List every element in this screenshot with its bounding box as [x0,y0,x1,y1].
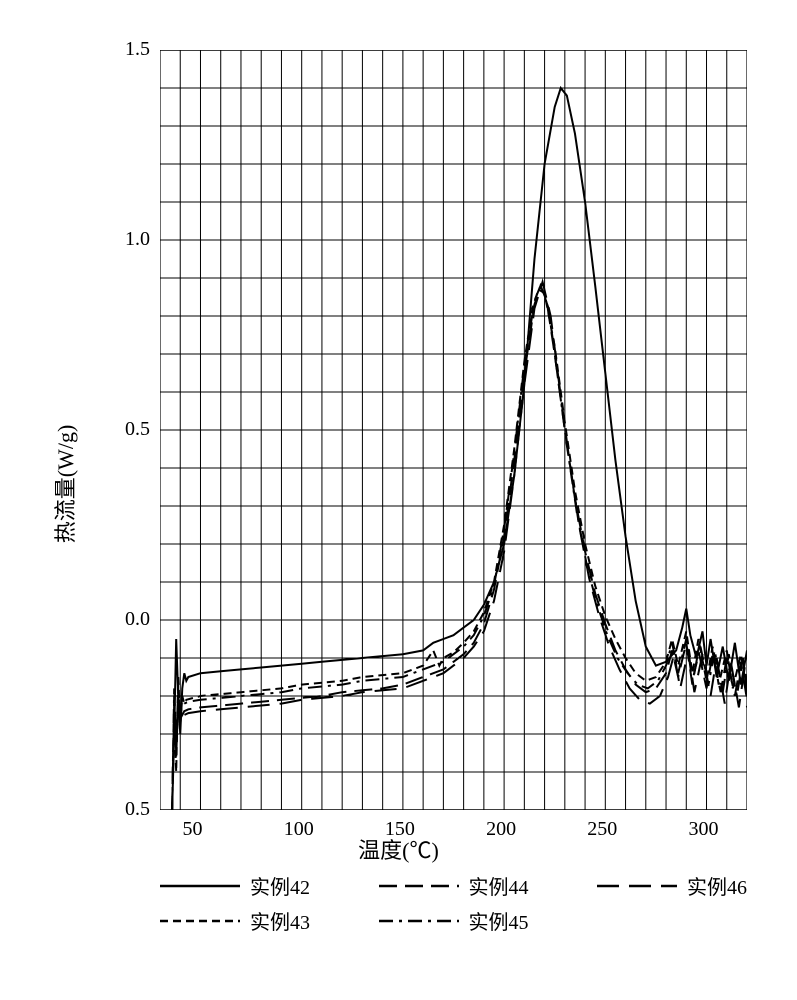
series-line-ex43 [172,289,747,810]
legend-item-ex43: 实例43 [160,906,310,935]
y-tick-label: 0.5 [125,798,150,821]
x-tick-label: 250 [587,818,617,841]
page: 热流量(W/g) 0.50.00.51.01.5 501001502002503… [0,0,797,1000]
legend-label: 实例42 [250,871,310,900]
legend-label: 实例46 [687,871,747,900]
legend-swatch-icon [597,878,677,894]
x-tick-label: 200 [486,818,516,841]
legend-item-ex46: 实例46 [597,871,747,900]
legend-label: 实例45 [469,906,529,935]
y-axis-title: 热流量(W/g) [48,365,80,484]
legend-swatch-icon [379,913,459,929]
legend-item-ex45: 实例45 [379,906,529,935]
series-lines [172,88,747,810]
dsc-chart: 热流量(W/g) 0.50.00.51.01.5 501001502002503… [40,40,757,960]
plot-svg [160,50,747,810]
legend-swatch-icon [379,878,459,894]
y-tick-label: 0.5 [125,418,150,441]
series-line-ex44 [172,286,747,810]
legend-label: 实例43 [250,906,310,935]
series-line-ex45 [172,286,747,810]
legend-swatch-icon [160,878,240,894]
legend-label: 实例44 [469,871,529,900]
x-tick-label: 300 [689,818,719,841]
x-tick-label: 100 [284,818,314,841]
x-tick-label: 50 [182,818,202,841]
y-tick-label: 1.5 [125,38,150,61]
x-axis-title: 温度(℃) [358,833,439,865]
legend-item-ex44: 实例44 [379,871,529,900]
y-tick-label: 1.0 [125,228,150,251]
y-tick-label: 0.0 [125,608,150,631]
series-line-ex46 [172,282,747,810]
legend-column: 实例42 实例43 [160,871,310,935]
legend-column: 实例44 实例45 [379,871,529,935]
plot-area: 0.50.00.51.01.5 50100150200250300 [160,50,747,810]
legend: 实例42 实例43 实例44 实例45 实例46 [160,871,747,935]
legend-item-ex42: 实例42 [160,871,310,900]
legend-column: 实例46 [597,871,747,935]
legend-swatch-icon [160,913,240,929]
